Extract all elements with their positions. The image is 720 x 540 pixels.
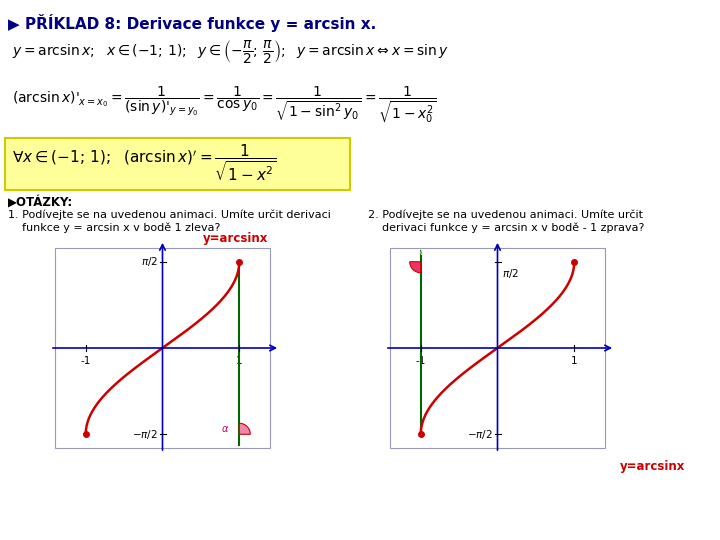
Wedge shape bbox=[410, 262, 420, 273]
Text: y=arcsinx: y=arcsinx bbox=[620, 460, 685, 473]
Text: -1: -1 bbox=[415, 356, 426, 366]
Bar bbox=[5, 138, 350, 190]
Bar bbox=[390, 248, 605, 448]
Text: $\alpha$: $\alpha$ bbox=[221, 424, 230, 434]
Text: 2. Podívejte se na uvedenou animaci. Umíte určit
    derivaci funkce y = arcsin : 2. Podívejte se na uvedenou animaci. Umí… bbox=[368, 210, 644, 233]
Text: 1: 1 bbox=[236, 356, 243, 366]
Text: $-\pi/2$: $-\pi/2$ bbox=[132, 428, 158, 441]
Text: $y = \arcsin x;\ \ x \in (-1;\,1);\ \ y \in \left(-\dfrac{\pi}{2};\,\dfrac{\pi}{: $y = \arcsin x;\ \ x \in (-1;\,1);\ \ y … bbox=[12, 38, 449, 65]
Bar bbox=[55, 248, 270, 448]
Text: ▶ PŘÍKLAD 8: Derivace funkce y = arcsin x.: ▶ PŘÍKLAD 8: Derivace funkce y = arcsin … bbox=[8, 14, 377, 32]
Text: ▶OTÁZKY:: ▶OTÁZKY: bbox=[8, 196, 73, 209]
Text: $\alpha$: $\alpha$ bbox=[418, 247, 427, 256]
Text: $\forall x \in (-1;\,1);\ \ \left(\arcsin x\right)' = \dfrac{1}{\sqrt{1-x^2}}$: $\forall x \in (-1;\,1);\ \ \left(\arcsi… bbox=[12, 142, 277, 183]
Text: y=arcsinx: y=arcsinx bbox=[202, 232, 268, 245]
Text: 1: 1 bbox=[571, 356, 577, 366]
Text: -1: -1 bbox=[81, 356, 91, 366]
Text: $\left(\arcsin x\right)'_{x=x_0} = \dfrac{1}{\left(\sin y\right)'_{y=y_0}} = \df: $\left(\arcsin x\right)'_{x=x_0} = \dfra… bbox=[12, 85, 436, 125]
Text: $-\pi/2$: $-\pi/2$ bbox=[467, 428, 492, 441]
Text: $\pi/2$: $\pi/2$ bbox=[503, 267, 519, 280]
Wedge shape bbox=[239, 423, 251, 434]
Text: 1. Podívejte se na uvedenou animaci. Umíte určit derivaci
    funkce y = arcsin : 1. Podívejte se na uvedenou animaci. Umí… bbox=[8, 210, 331, 233]
Text: $\pi/2$: $\pi/2$ bbox=[140, 255, 158, 268]
